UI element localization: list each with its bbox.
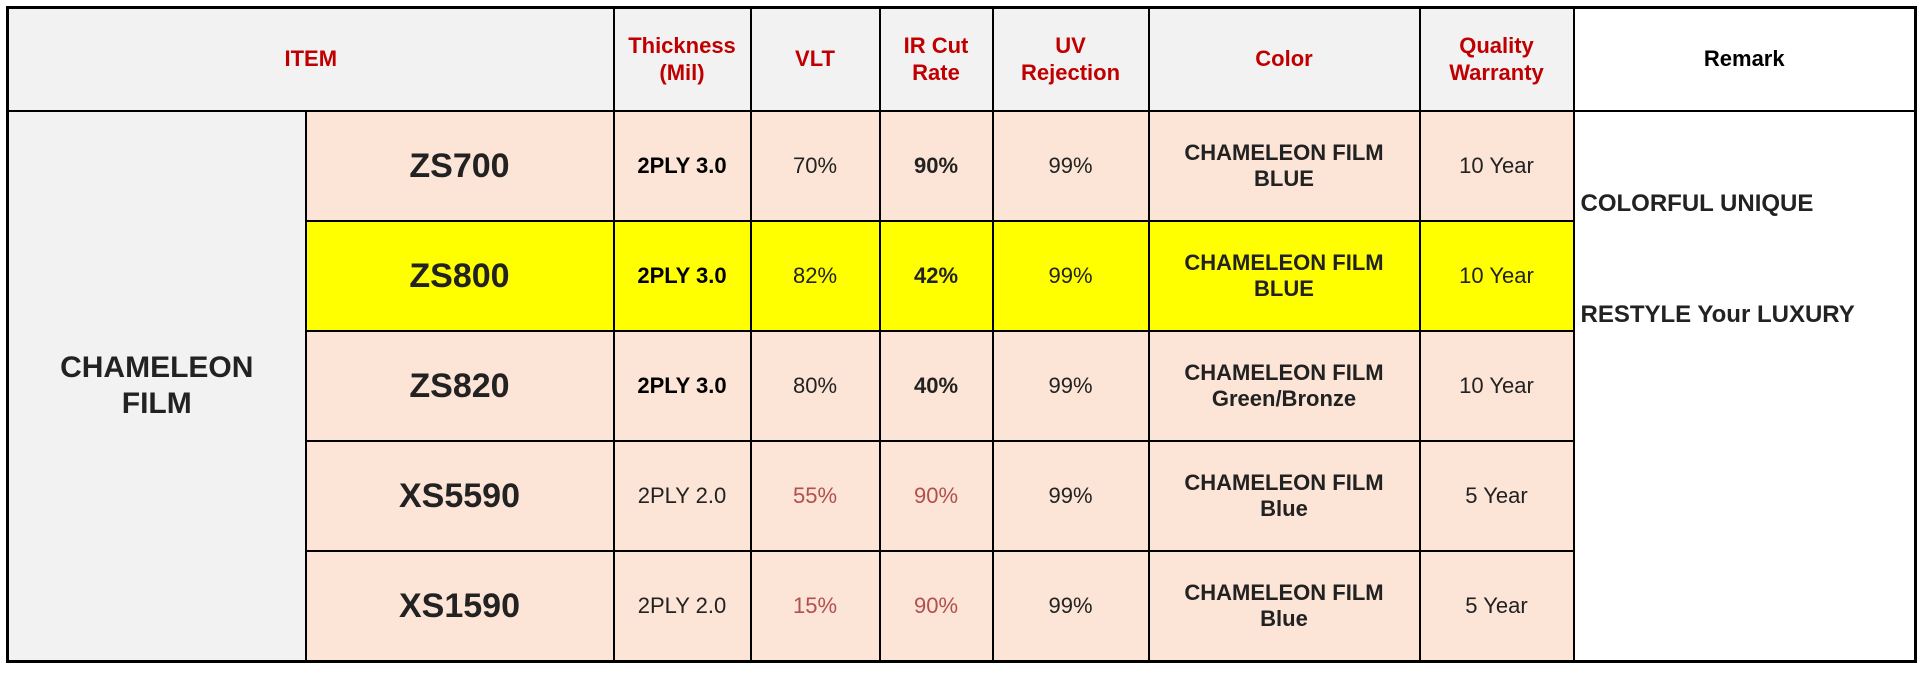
spec-table: ITEM Thickness (Mil) VLT IR Cut Rate UV … <box>6 6 1917 663</box>
header-cell: Remark <box>1572 6 1917 112</box>
warranty-cell: 10 Year <box>1418 330 1575 442</box>
remark-line: COLORFUL UNIQUE <box>1580 190 1814 217</box>
model-cell: ZS700 <box>304 110 615 222</box>
thickness-cell: 2PLY 2.0 <box>612 440 752 552</box>
uv-cell: 99% <box>991 220 1150 332</box>
warranty-cell: 5 Year <box>1418 550 1575 663</box>
vlt-cell: 55% <box>749 440 881 552</box>
warranty-cell: 10 Year <box>1418 110 1575 222</box>
vlt-cell: 80% <box>749 330 881 442</box>
header-cell: VLT <box>749 6 881 112</box>
color-cell: CHAMELEON FILM BLUE <box>1147 220 1421 332</box>
color-cell: CHAMELEON FILM BLUE <box>1147 110 1421 222</box>
table-row: CHAMELEON FILM ZS700 2PLY 3.0 70% 90% 99% CHAM… <box>6 110 1917 663</box>
thickness-cell: 2PLY 2.0 <box>612 550 752 663</box>
ir-cut-cell: 40% <box>878 330 994 442</box>
thickness-cell: 2PLY 3.0 <box>612 110 752 222</box>
uv-cell: 99% <box>991 330 1150 442</box>
vlt-cell: 82% <box>749 220 881 332</box>
remark-line: RESTYLE Your LUXURY <box>1580 300 1855 328</box>
header-cell: IR Cut Rate <box>878 6 994 112</box>
table-row: XS5590 2PLY 2.0 55% 90% 99% CHAMELEON FILM Bl… <box>8 440 1916 552</box>
warranty-cell: 5 Year <box>1418 440 1575 552</box>
header-cell: ITEM <box>6 6 615 112</box>
model-cell: XS1590 <box>304 550 615 663</box>
header-cell: Color <box>1147 6 1421 112</box>
header-cell: Thickness (Mil) <box>612 6 752 112</box>
thickness-cell: 2PLY 3.0 <box>612 220 752 332</box>
header-row: ITEM Thickness (Mil) VLT IR Cut Rate UV … <box>6 6 1917 112</box>
vlt-cell: 15% <box>749 550 881 663</box>
warranty-cell: 10 Year <box>1418 220 1575 332</box>
color-cell: CHAMELEON FILM Blue <box>1147 550 1421 663</box>
remark-cell: COLORFUL UNIQUE RESTYLE Your LUXURY <box>1572 110 1917 663</box>
ir-cut-cell: 90% <box>878 110 994 222</box>
thickness-cell: 2PLY 3.0 <box>612 330 752 442</box>
header-cell: UV Rejection <box>991 6 1150 112</box>
color-cell: CHAMELEON FILM Green/Bronze <box>1147 330 1421 442</box>
ir-cut-cell: 90% <box>878 440 994 552</box>
table-body: ITEM Thickness (Mil) VLT IR Cut Rate UV … <box>6 6 1917 663</box>
ir-cut-cell: 42% <box>878 220 994 332</box>
model-cell: ZS820 <box>304 330 615 442</box>
model-cell: ZS800 <box>304 220 615 332</box>
model-cell: XS5590 <box>304 440 615 552</box>
table-row: ZS820 2PLY 3.0 80% 40% 99% CHAMELEON FILM Gre… <box>8 330 1916 442</box>
vlt-cell: 70% <box>749 110 881 222</box>
uv-cell: 99% <box>991 440 1150 552</box>
uv-cell: 99% <box>991 550 1150 663</box>
group-cell: CHAMELEON FILM <box>6 110 307 663</box>
table-row: ZS800 2PLY 3.0 82% 42% 99% CHAMELEON FILM BLU… <box>8 220 1916 332</box>
color-cell: CHAMELEON FILM Blue <box>1147 440 1421 552</box>
table-row: XS1590 2PLY 2.0 15% 90% 99% CHAMELEON FILM Bl… <box>8 550 1916 663</box>
header-cell: Quality Warranty <box>1418 6 1575 112</box>
ir-cut-cell: 90% <box>878 550 994 663</box>
uv-cell: 99% <box>991 110 1150 222</box>
